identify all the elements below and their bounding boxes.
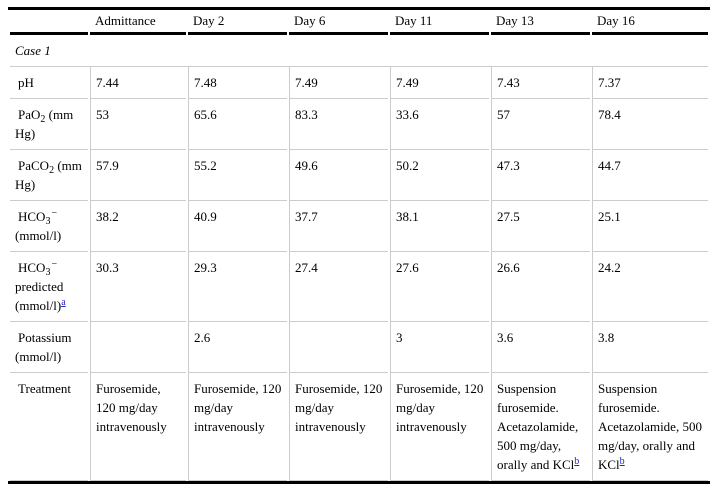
treatment-cell: Furosemide, 120 mg/day intravenously bbox=[188, 373, 287, 481]
treatment-cell: Furosemide, 120 mg/day intravenously bbox=[289, 373, 388, 481]
ph-cell: 7.49 bbox=[390, 67, 489, 99]
header-day16: Day 16 bbox=[592, 10, 708, 35]
table-row-hco3-predicted: HCO3− predicted (mmol/l)a 30.3 29.3 27.4… bbox=[10, 252, 708, 322]
potassium-cell: 3.6 bbox=[491, 322, 590, 373]
paco2-cell: 50.2 bbox=[390, 150, 489, 201]
pao2-cell: 53 bbox=[90, 99, 186, 150]
table-row-hco3: HCO3− (mmol/l) 38.2 40.9 37.7 38.1 27.5 … bbox=[10, 201, 708, 252]
ph-cell: 7.37 bbox=[592, 67, 708, 99]
hco3-cell: 25.1 bbox=[592, 201, 708, 252]
footnote-link-b[interactable]: b bbox=[619, 456, 625, 467]
hco3-predicted-cell: 30.3 bbox=[90, 252, 186, 322]
potassium-cell: 3.8 bbox=[592, 322, 708, 373]
pao2-cell: 57 bbox=[491, 99, 590, 150]
treatment-text: Suspension furosemide. Acetazolamide, 50… bbox=[598, 381, 702, 472]
hco3-predicted-cell: 27.6 bbox=[390, 252, 489, 322]
row-label-potassium: Potassium (mmol/l) bbox=[10, 322, 88, 373]
row-label-unit: (mmol/l) bbox=[15, 228, 62, 243]
ph-cell: 7.49 bbox=[289, 67, 388, 99]
header-row: Admittance Day 2 Day 6 Day 11 Day 13 Day… bbox=[10, 10, 708, 35]
header-day11: Day 11 bbox=[390, 10, 489, 35]
treatment-cell: Suspension furosemide. Acetazolamide, 50… bbox=[592, 373, 708, 481]
treatment-cell: Suspension furosemide. Acetazolamide, 50… bbox=[491, 373, 590, 481]
paco2-cell: 57.9 bbox=[90, 150, 186, 201]
row-label-unit: (mmol/l) bbox=[15, 298, 62, 313]
ph-cell: 7.44 bbox=[90, 67, 186, 99]
subscript: 2 bbox=[49, 165, 55, 176]
footnote-ref: a bbox=[61, 297, 65, 308]
row-label-text: HCO bbox=[18, 260, 46, 275]
superscript-minus: − bbox=[51, 259, 58, 270]
subscript: 2 bbox=[40, 114, 46, 125]
row-label-pao2: PaO2 (mm Hg) bbox=[10, 99, 88, 150]
section-row: Case 1 bbox=[10, 35, 708, 67]
hco3-cell: 40.9 bbox=[188, 201, 287, 252]
paco2-cell: 44.7 bbox=[592, 150, 708, 201]
treatment-cell: Furosemide, 120 mg/day intravenously bbox=[90, 373, 186, 481]
row-label-paco2: PaCO2 (mm Hg) bbox=[10, 150, 88, 201]
pao2-cell: 78.4 bbox=[592, 99, 708, 150]
potassium-cell bbox=[289, 322, 388, 373]
row-label-unit: (mm Hg) bbox=[15, 107, 74, 141]
row-label-hco3: HCO3− (mmol/l) bbox=[10, 201, 88, 252]
potassium-cell: 2.6 bbox=[188, 322, 287, 373]
row-label-text: HCO bbox=[18, 209, 46, 224]
hco3-cell: 38.1 bbox=[390, 201, 489, 252]
header-day2: Day 2 bbox=[188, 10, 287, 35]
hco3-predicted-cell: 27.4 bbox=[289, 252, 388, 322]
pao2-cell: 33.6 bbox=[390, 99, 489, 150]
treatment-text: Suspension furosemide. Acetazolamide, 50… bbox=[497, 381, 579, 472]
hco3-cell: 37.7 bbox=[289, 201, 388, 252]
footnote-link-b[interactable]: b bbox=[574, 456, 580, 467]
row-label-text: Potassium bbox=[18, 330, 72, 345]
potassium-cell bbox=[90, 322, 186, 373]
header-admittance: Admittance bbox=[90, 10, 186, 35]
paco2-cell: 49.6 bbox=[289, 150, 388, 201]
superscript-minus: − bbox=[51, 208, 58, 219]
potassium-cell: 3 bbox=[390, 322, 489, 373]
treatment-cell: Furosemide, 120 mg/day intravenously bbox=[390, 373, 489, 481]
hco3-predicted-cell: 29.3 bbox=[188, 252, 287, 322]
table-row-treatment: Treatment Furosemide, 120 mg/day intrave… bbox=[10, 373, 708, 481]
table-row-potassium: Potassium (mmol/l) 2.6 3 3.6 3.8 bbox=[10, 322, 708, 373]
table-row-paco2: PaCO2 (mm Hg) 57.9 55.2 49.6 50.2 47.3 4… bbox=[10, 150, 708, 201]
header-empty bbox=[10, 10, 88, 35]
table-row-ph: pH 7.44 7.48 7.49 7.49 7.43 7.37 bbox=[10, 67, 708, 99]
row-label-unit: (mmol/l) bbox=[15, 349, 62, 364]
hco3-cell: 27.5 bbox=[491, 201, 590, 252]
subscript: 3 bbox=[45, 216, 51, 227]
pao2-cell: 65.6 bbox=[188, 99, 287, 150]
lab-results-table: Admittance Day 2 Day 6 Day 11 Day 13 Day… bbox=[8, 7, 710, 484]
header-day13: Day 13 bbox=[491, 10, 590, 35]
row-label-unit: (mm Hg) bbox=[15, 158, 82, 192]
hco3-predicted-cell: 24.2 bbox=[592, 252, 708, 322]
hco3-predicted-cell: 26.6 bbox=[491, 252, 590, 322]
row-label-hco3-predicted: HCO3− predicted (mmol/l)a bbox=[10, 252, 88, 322]
hco3-cell: 38.2 bbox=[90, 201, 186, 252]
table-row-pao2: PaO2 (mm Hg) 53 65.6 83.3 33.6 57 78.4 bbox=[10, 99, 708, 150]
footnote-ref: b bbox=[620, 456, 625, 467]
table-container: Admittance Day 2 Day 6 Day 11 Day 13 Day… bbox=[8, 7, 710, 484]
section-label-case1: Case 1 bbox=[10, 35, 708, 67]
footnote-link-a[interactable]: a bbox=[61, 297, 66, 308]
header-day6: Day 6 bbox=[289, 10, 388, 35]
paco2-cell: 55.2 bbox=[188, 150, 287, 201]
row-label-ph: pH bbox=[10, 67, 88, 99]
ph-cell: 7.48 bbox=[188, 67, 287, 99]
subscript: 3 bbox=[45, 267, 51, 278]
row-label-treatment: Treatment bbox=[10, 373, 88, 481]
row-label-text: predicted bbox=[15, 279, 64, 294]
row-label-text: PaO bbox=[18, 107, 41, 122]
pao2-cell: 83.3 bbox=[289, 99, 388, 150]
ph-cell: 7.43 bbox=[491, 67, 590, 99]
footnote-ref: b bbox=[574, 456, 579, 467]
paco2-cell: 47.3 bbox=[491, 150, 590, 201]
row-label-text: PaCO bbox=[18, 158, 50, 173]
